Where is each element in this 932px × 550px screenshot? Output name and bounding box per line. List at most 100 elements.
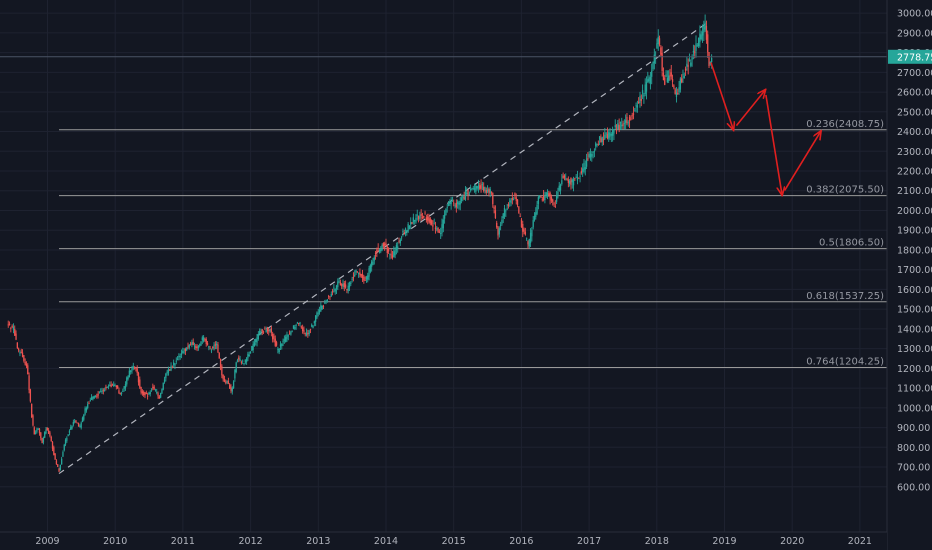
candle-body xyxy=(544,195,546,201)
candle-body xyxy=(548,193,550,196)
candle-body xyxy=(489,189,491,194)
candle-body xyxy=(458,203,460,206)
candle-body xyxy=(282,340,284,343)
candle-body xyxy=(204,338,206,340)
candle-body xyxy=(269,329,271,332)
candle-body xyxy=(223,379,226,382)
candle-body xyxy=(217,344,219,353)
candle-body xyxy=(54,453,56,460)
candle-body xyxy=(665,74,667,77)
candle-body xyxy=(195,346,197,348)
candle-body xyxy=(661,53,663,72)
candle-body xyxy=(656,43,658,49)
candle-body xyxy=(75,420,77,423)
candle-body xyxy=(97,393,99,396)
candle-body xyxy=(10,328,12,329)
candle-body xyxy=(492,192,494,205)
candle-body xyxy=(397,246,399,249)
candle-body xyxy=(62,452,64,457)
candle-body xyxy=(11,325,13,327)
candle-body xyxy=(524,231,527,235)
candle-body xyxy=(126,377,128,385)
fibonacci-retracement[interactable]: 0.236(2408.75) 0.382(2075.50) 0.5(1806.50)… xyxy=(59,119,887,369)
candle-body xyxy=(212,347,214,348)
price-tick-label: 2300.00 xyxy=(897,147,932,158)
candle-body xyxy=(437,227,439,233)
candle-body xyxy=(20,351,22,353)
time-axis[interactable]: 2009 2010 2011 2012 2013 2014 2015 2016 2017 2018… xyxy=(0,531,887,550)
candle-body xyxy=(301,327,304,331)
candle-body xyxy=(208,346,210,348)
candle-body xyxy=(371,261,373,267)
candle-body xyxy=(579,175,581,177)
time-axis-background xyxy=(0,532,887,550)
last-price-tag xyxy=(888,49,932,64)
candle-body xyxy=(33,427,35,435)
candle-body xyxy=(648,77,650,82)
price-tick-label: 700.00 xyxy=(897,463,930,474)
fib-level-label: 0.5(1806.50) xyxy=(819,238,884,249)
candle-body xyxy=(18,348,20,351)
candle-body xyxy=(669,75,671,77)
candle-body xyxy=(576,177,579,181)
candle-body xyxy=(615,129,618,131)
candle-body xyxy=(240,362,243,363)
candle-body xyxy=(671,79,674,82)
candle-body xyxy=(114,384,116,386)
candle-body xyxy=(402,231,404,233)
candle-body xyxy=(14,328,16,336)
candle-body xyxy=(553,203,555,205)
candle-body xyxy=(477,185,480,189)
candle-body xyxy=(505,210,507,212)
candle-body xyxy=(209,348,211,350)
projection-arrow[interactable] xyxy=(765,94,782,195)
candle-body xyxy=(311,324,313,327)
candle-body xyxy=(670,72,672,77)
candle-body xyxy=(16,342,19,349)
candle-body xyxy=(303,330,305,332)
candle-body xyxy=(152,386,154,388)
candle-body xyxy=(628,117,631,121)
candle-body xyxy=(523,229,525,232)
candle-body xyxy=(592,151,594,153)
projection-arrows[interactable] xyxy=(710,62,821,195)
candle-body xyxy=(678,87,680,93)
candle-body xyxy=(703,26,705,33)
candle-body xyxy=(512,198,515,200)
candle-body xyxy=(158,396,160,399)
candle-body xyxy=(42,437,45,443)
candle-body xyxy=(290,331,292,335)
projection-arrow[interactable] xyxy=(783,132,821,191)
price-axis[interactable]: 600.00 700.00 800.00 900.00 1000.00 1100.00 12… xyxy=(886,0,932,550)
candle-body xyxy=(529,232,532,243)
projection-arrow[interactable] xyxy=(710,62,733,129)
candle-body xyxy=(552,199,554,202)
candle-body xyxy=(621,124,623,127)
candle-body xyxy=(679,78,682,90)
candle-body xyxy=(81,417,84,423)
time-tick-label: 2019 xyxy=(712,536,736,547)
candle-body xyxy=(681,78,683,83)
candle-body xyxy=(357,272,360,274)
candle-body xyxy=(587,158,589,160)
candle-body xyxy=(270,328,273,333)
time-tick-label: 2012 xyxy=(239,536,263,547)
projection-arrow[interactable] xyxy=(735,90,765,127)
candle-body xyxy=(146,395,149,397)
candle-body xyxy=(130,370,132,372)
candle-body xyxy=(127,376,129,379)
fib-level-label: 0.382(2075.50) xyxy=(806,185,884,196)
candle-body xyxy=(484,187,486,191)
candle-body xyxy=(347,285,349,291)
candle-body xyxy=(464,191,467,200)
candle-body xyxy=(493,207,495,209)
candle-body xyxy=(252,343,254,351)
candle-body xyxy=(384,243,386,246)
candle-body xyxy=(450,201,452,205)
candle-body xyxy=(691,55,693,60)
candle-body xyxy=(360,274,362,277)
candle-body xyxy=(341,283,343,287)
candle-body xyxy=(281,343,283,347)
candle-body xyxy=(488,188,490,193)
